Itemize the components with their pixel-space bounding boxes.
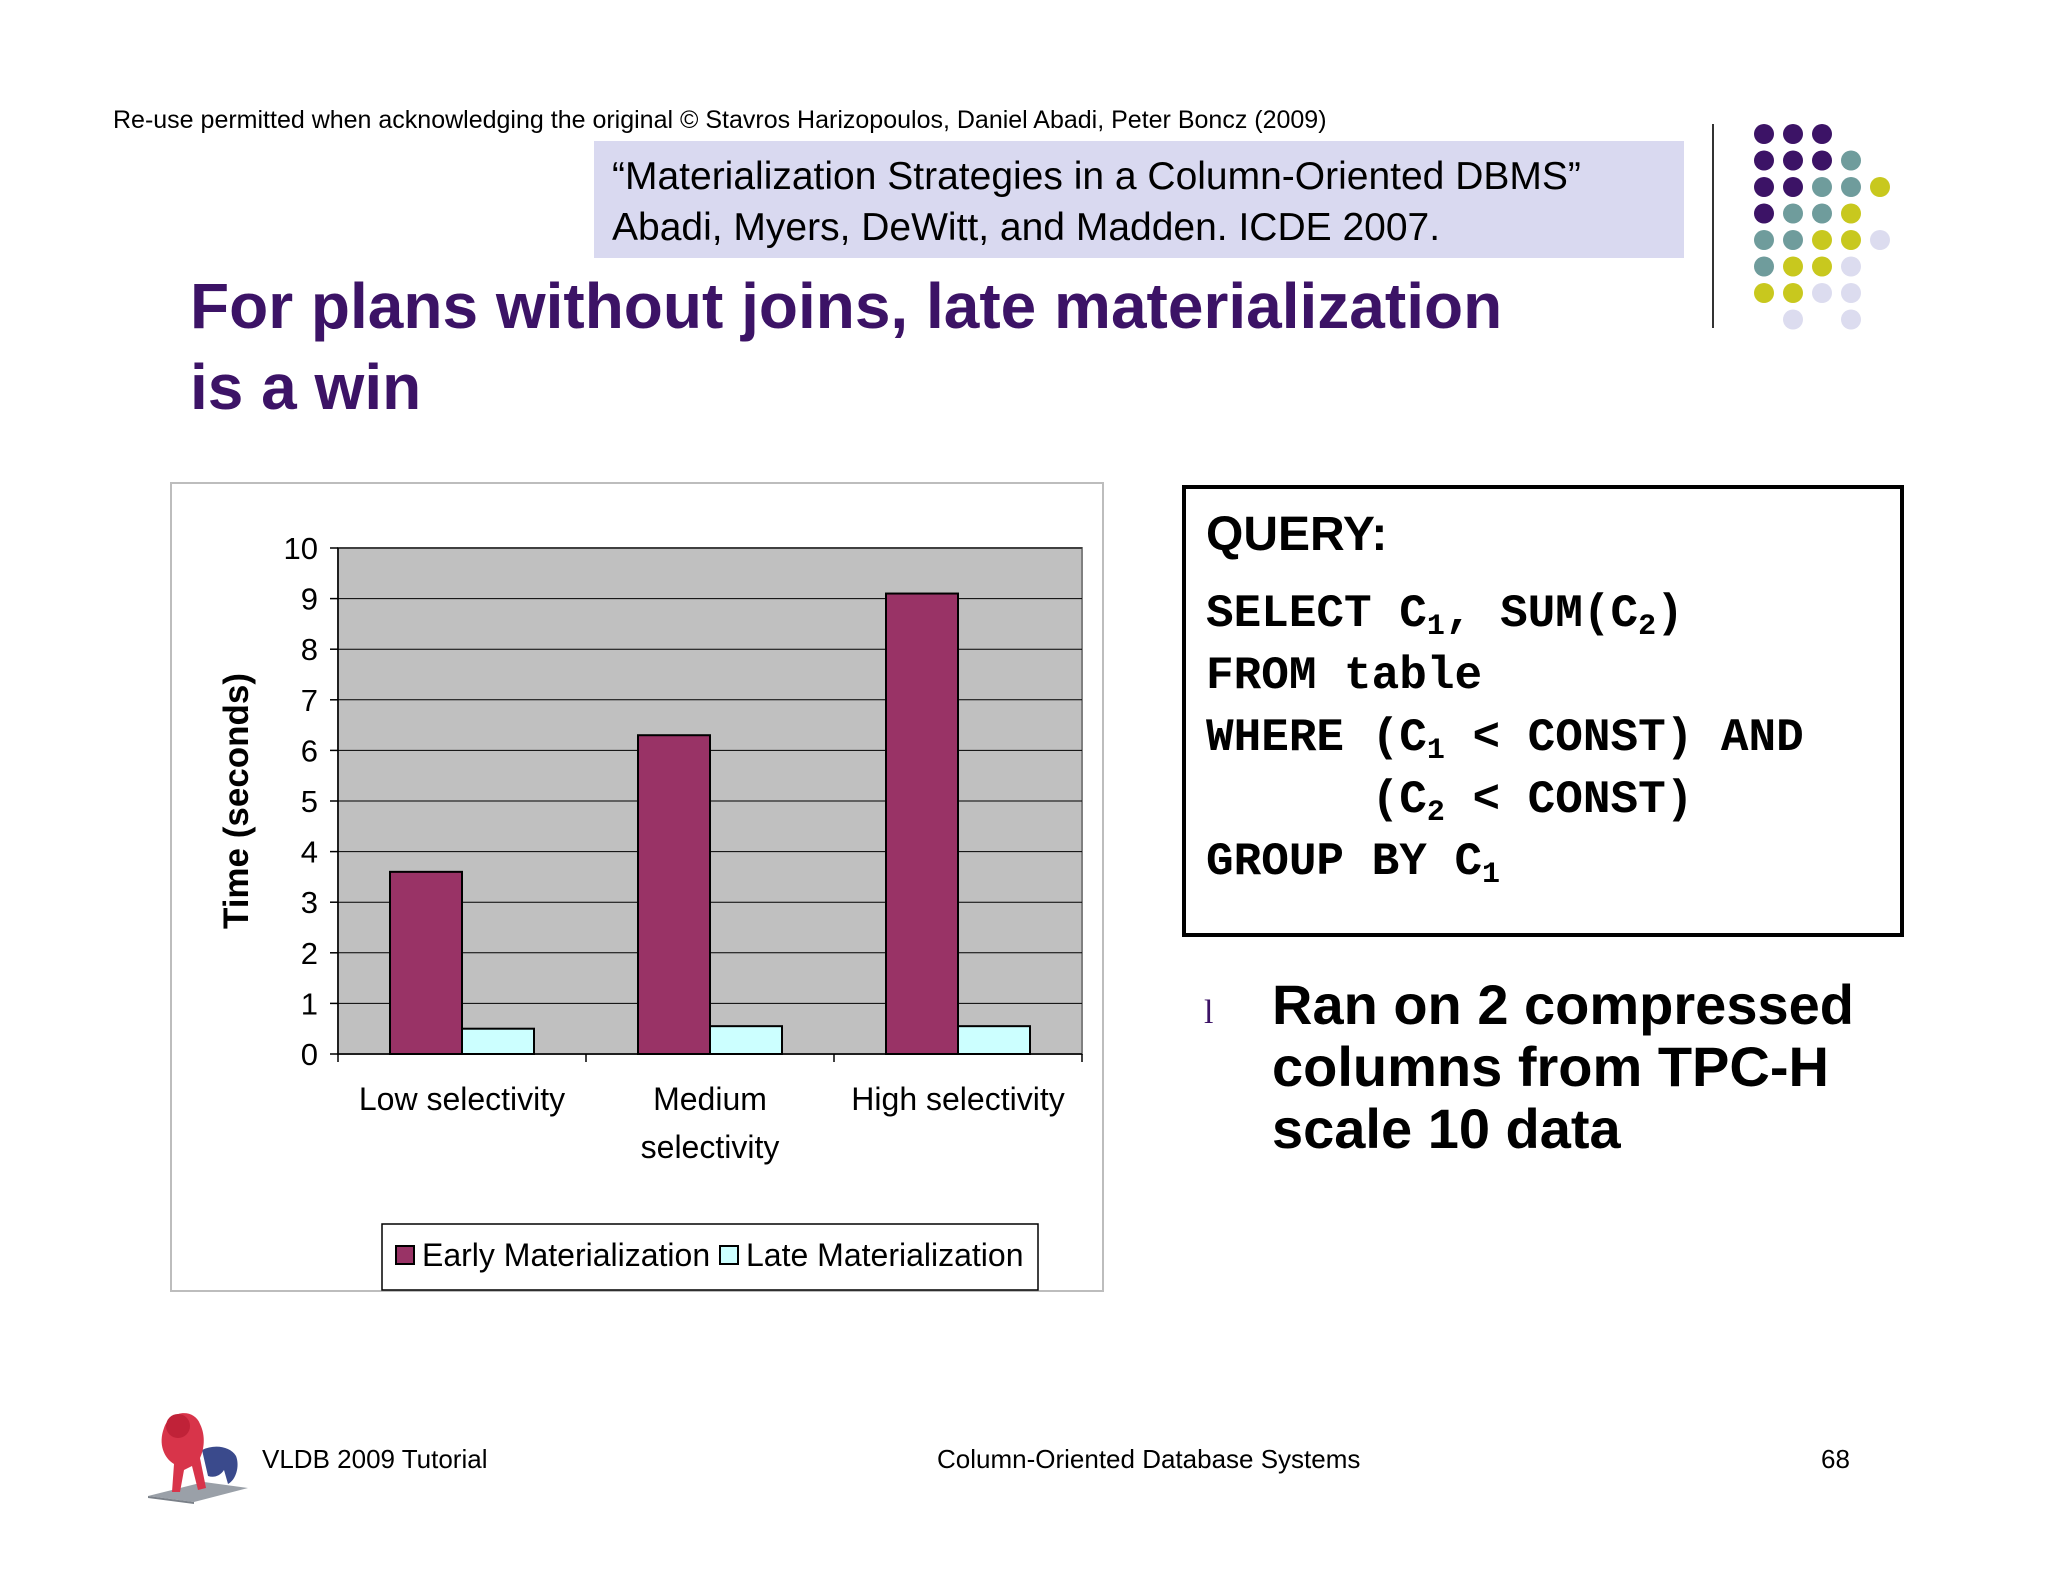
query-box: QUERY: SELECT C1, SUM(C2) FROM table WHE… [1182,485,1904,937]
decor-dot [1783,203,1803,224]
decor-dot [1812,203,1832,224]
legend-swatch-late [719,1245,739,1265]
decor-dot [1754,283,1774,303]
decor-dot [1783,256,1803,277]
y-tick-label: 10 [284,531,318,566]
slide-title-line1: For plans without joins, late materializ… [190,270,1503,342]
decor-dot [1812,283,1832,303]
decor-dot [1783,283,1803,303]
query-line-where-2: (C2 < CONST) [1206,774,1694,830]
bar-late-2 [709,1025,783,1055]
y-tick-label: 6 [301,733,318,768]
decor-dot [1841,150,1861,171]
y-tick-label: 8 [301,632,318,667]
bullet-text: Ran on 2 compressed columns from TPC-H s… [1272,973,1854,1160]
y-tick-label: 3 [301,885,318,920]
decor-dot [1783,150,1803,171]
dot-grid-decoration [1754,124,1890,330]
x-category-label: High selectivity [851,1081,1064,1117]
bar-early-1 [389,870,463,1055]
citation-authors: Abadi, Myers, DeWitt, and Madden. ICDE 2… [612,206,1441,249]
bar-early-2 [637,734,711,1055]
decor-dot [1812,124,1832,144]
lion-statue-icon [148,1413,248,1504]
slide-title-line2: is a win [190,351,422,423]
bar-late-3 [957,1025,1031,1055]
decor-dot [1841,256,1861,277]
decor-dot [1783,309,1803,330]
x-category-label: selectivity [641,1129,780,1165]
decor-dot [1812,150,1832,171]
decor-dot [1841,283,1861,303]
citation-title: “Materialization Strategies in a Column-… [612,155,1581,198]
y-tick-label: 4 [301,835,318,870]
legend-swatch-early [395,1245,415,1265]
decor-dot [1754,124,1774,144]
x-category-label: Medium [653,1081,767,1117]
x-category-label: Low selectivity [359,1081,565,1117]
decor-dot [1841,203,1861,224]
decor-dot [1754,256,1774,277]
decor-dot [1783,177,1803,197]
y-tick-label: 1 [301,986,318,1021]
decor-dot [1754,150,1774,171]
decor-dot [1754,177,1774,197]
page-number: 68 [1821,1444,1850,1474]
y-axis-title: Time (seconds) [217,673,256,929]
query-line-group-by: GROUP BY C1 [1206,836,1501,892]
y-tick-label: 9 [301,582,318,617]
footer-tutorial: VLDB 2009 Tutorial [262,1444,488,1474]
citation-box: “Materialization Strategies in a Column-… [594,141,1684,258]
bullet-marker: l [1204,994,1214,1031]
header-divider [1712,124,1714,328]
y-tick-label: 5 [301,784,318,819]
decor-dot [1841,230,1861,250]
y-tick-label: 2 [301,936,318,971]
y-tick-label: 0 [301,1037,318,1072]
decor-dot [1754,230,1774,250]
decor-dot [1754,203,1774,224]
decor-dot [1783,230,1803,250]
decor-dot [1841,309,1861,330]
bar-late-1 [461,1027,535,1056]
decor-dot [1870,177,1890,197]
decor-dot [1841,177,1861,197]
bar-chart: 0 1 2 3 4 5 6 7 8 9 10 Low selectivity Medium selecti… [217,531,1083,1291]
decor-dot [1783,124,1803,144]
y-tick-label: 7 [301,683,318,718]
query-line-where: WHERE (C1 < CONST) AND [1206,712,1804,768]
legend-label-early: Early Materialization [422,1237,710,1273]
copyright-notice: Re-use permitted when acknowledging the … [113,106,1327,134]
decor-dot [1870,230,1890,250]
decor-dot [1812,230,1832,250]
slide-title: For plans without joins, late materializ… [190,266,1640,428]
query-line-select: SELECT C1, SUM(C2) [1206,588,1684,644]
footer-topic: Column-Oriented Database Systems [937,1444,1361,1474]
query-heading: QUERY: [1206,508,1388,561]
decor-dot [1812,256,1832,277]
bar-early-3 [885,592,959,1055]
legend-label-late: Late Materialization [746,1237,1023,1273]
decor-dot [1812,177,1832,197]
legend-box [381,1223,1039,1291]
query-line-from: FROM table [1206,650,1483,702]
